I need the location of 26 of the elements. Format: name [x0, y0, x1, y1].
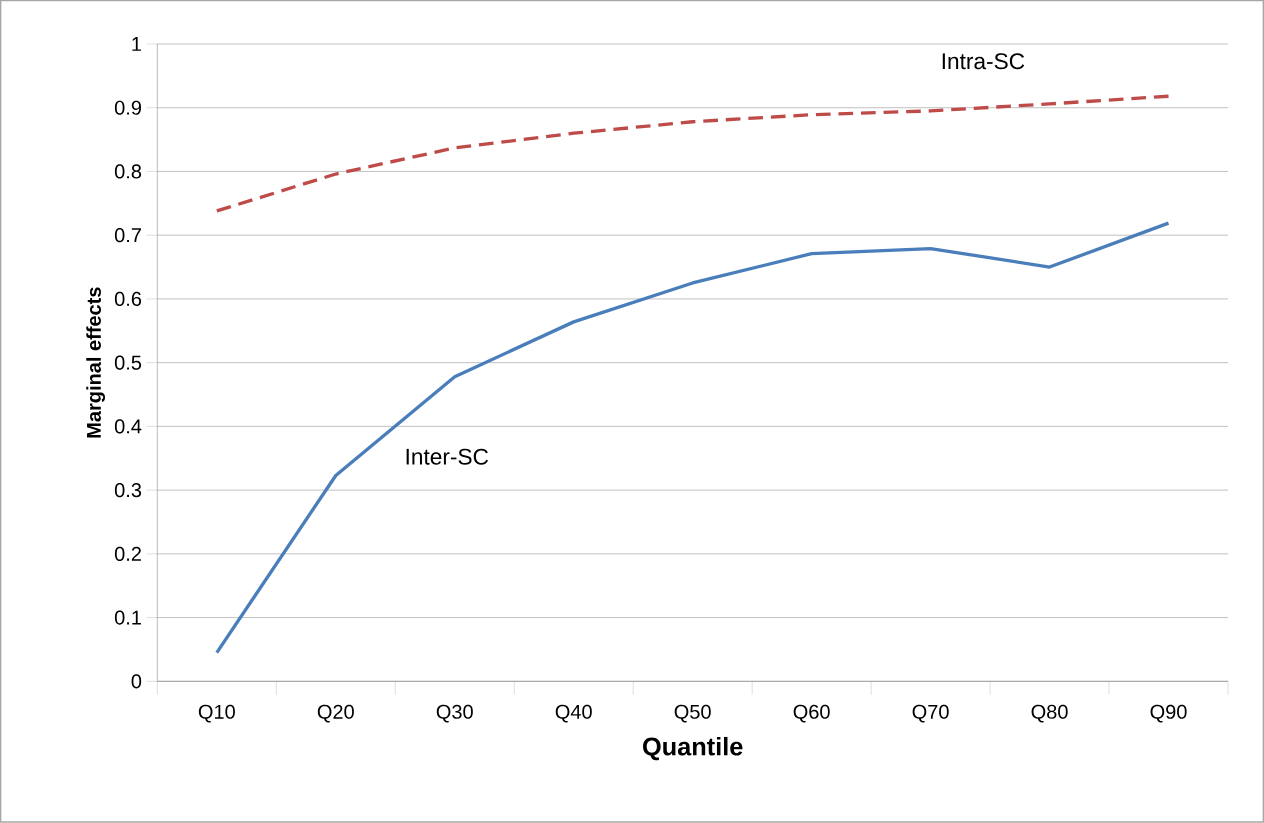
y-tick-label: 0.2 — [114, 546, 141, 562]
series-label: Intra-SC — [942, 53, 1025, 70]
x-tick-label: Q80 — [1031, 704, 1068, 723]
x-tick-label: Q90 — [1150, 704, 1187, 723]
y-tick-label: 0.9 — [114, 100, 141, 115]
x-axis-title: Quantile — [643, 737, 743, 761]
y-axis-title: Marginal effects — [86, 287, 106, 438]
line-series — [215, 221, 1171, 655]
x-tick-label: Q40 — [555, 704, 592, 723]
x-tick-label: Q30 — [436, 704, 473, 723]
series-label: Inter-SC — [406, 448, 489, 465]
x-tick-label: Q20 — [317, 704, 354, 723]
y-tick-label: 0 — [131, 674, 142, 689]
x-tick-label: Q10 — [198, 704, 235, 723]
y-tick-label: 0.5 — [114, 355, 142, 370]
x-tick-label: Q50 — [674, 704, 711, 723]
x-tick-label: Q60 — [793, 704, 830, 723]
line-series — [215, 94, 1171, 213]
y-tick-label: 0.8 — [114, 164, 142, 179]
y-tick-label: 0.6 — [114, 292, 142, 307]
y-tick-label: 0.7 — [114, 228, 141, 243]
y-tick-label: 1 — [132, 37, 141, 52]
x-tick-label: Q70 — [912, 704, 949, 723]
y-tick-label: 0.1 — [114, 610, 141, 625]
y-tick-label: 0.3 — [114, 483, 142, 498]
y-tick-label: 0.4 — [114, 419, 142, 434]
